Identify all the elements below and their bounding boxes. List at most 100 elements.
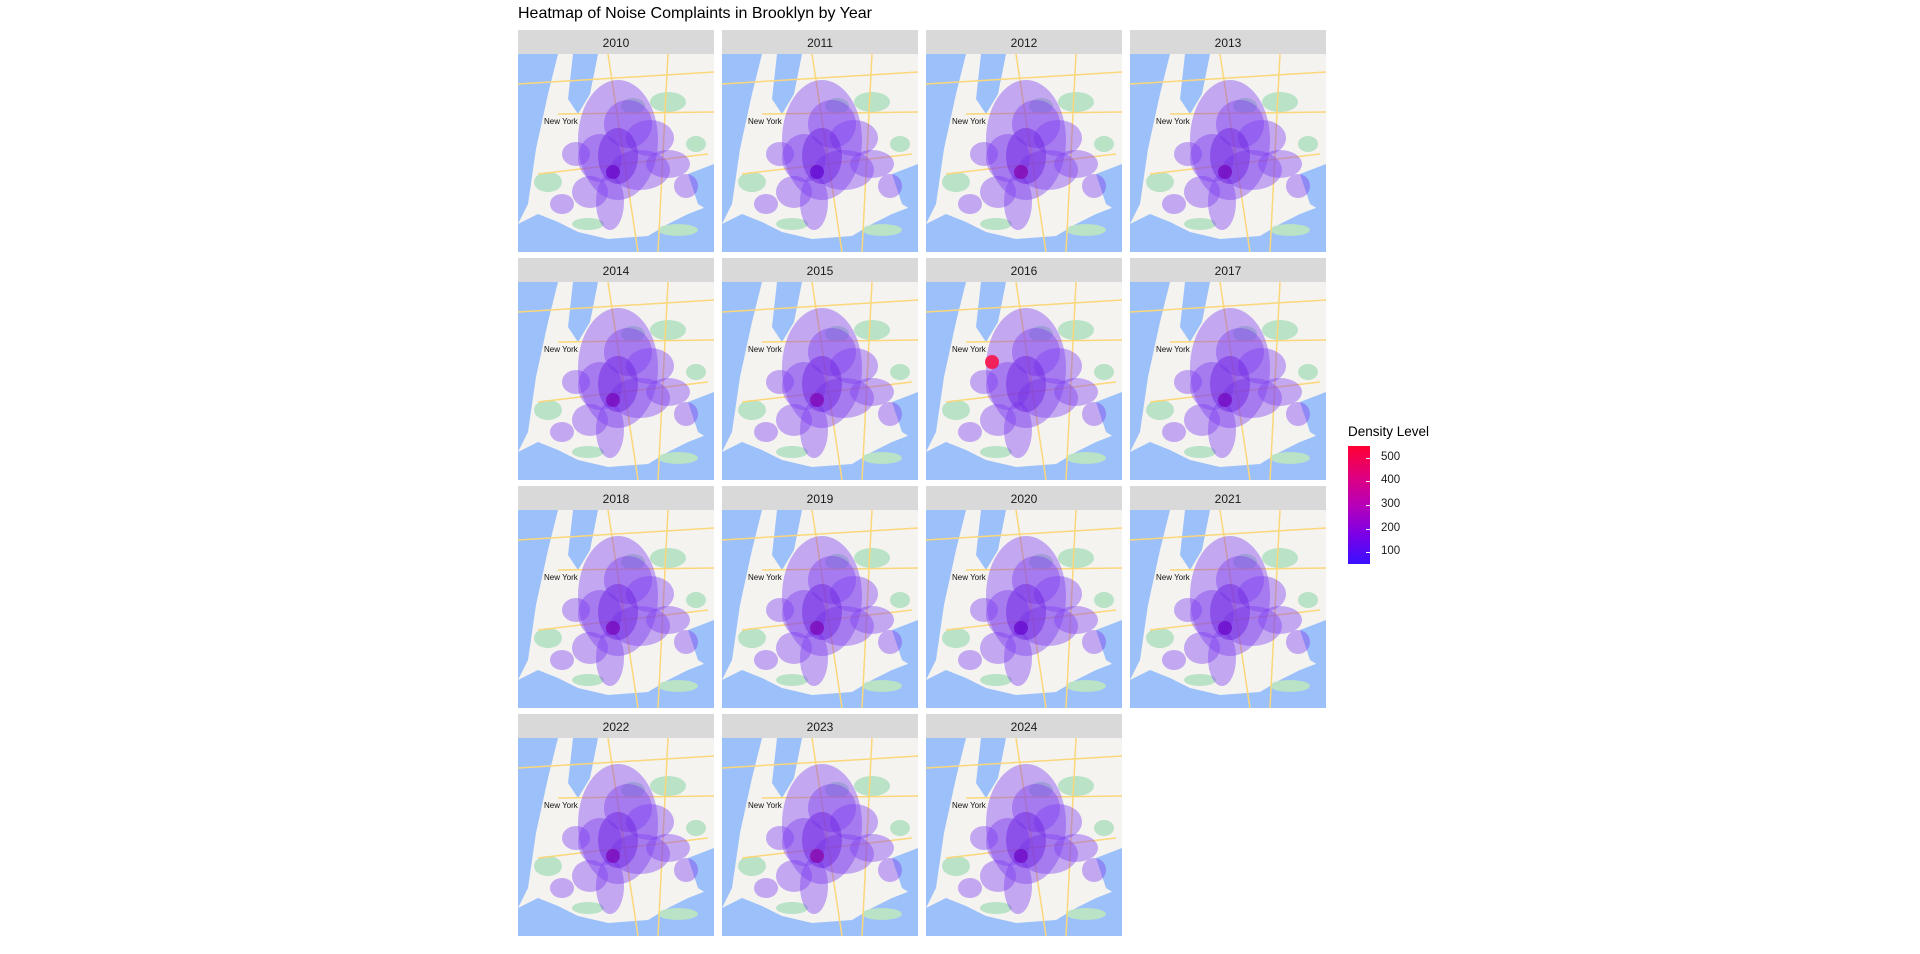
park: [621, 326, 645, 342]
road: [607, 282, 639, 480]
density-contour: [1258, 150, 1302, 178]
east-river: [1180, 54, 1210, 114]
park: [1029, 98, 1053, 114]
basemap-2013: New York: [1130, 54, 1326, 252]
lower-bay: [926, 888, 1122, 936]
density-contour: [1004, 174, 1032, 230]
legend-tick-label: 400: [1381, 474, 1401, 487]
park: [1146, 400, 1174, 420]
density-contour: [604, 556, 652, 604]
jamaica-bay: [1096, 848, 1122, 898]
road: [537, 609, 709, 631]
park: [572, 446, 604, 458]
density-contour: [1018, 606, 1078, 646]
park: [1298, 364, 1318, 380]
jamaica-bay: [1096, 620, 1122, 670]
density-contour: [596, 858, 624, 914]
map-city-label: New York: [952, 117, 987, 126]
density-contour: [646, 378, 690, 406]
map-city-label: New York: [952, 573, 987, 582]
basemap-2014: New York: [518, 282, 714, 480]
density-contour: [1208, 174, 1236, 230]
park: [854, 92, 890, 112]
park: [1058, 548, 1094, 568]
density-contour: [1216, 328, 1264, 376]
hudson-river: [518, 282, 558, 452]
park: [1233, 554, 1257, 570]
density-contour: [776, 176, 812, 208]
park: [572, 218, 604, 230]
density-contour: [1162, 194, 1186, 214]
legend-tick-mark: [1366, 481, 1371, 483]
lower-bay: [1130, 204, 1326, 252]
density-contour: [878, 402, 902, 426]
map-panel: New York: [722, 738, 918, 936]
density-contour: [808, 784, 856, 832]
park: [1066, 680, 1106, 692]
density-contour: [776, 860, 812, 892]
hudson-river: [722, 282, 762, 452]
park: [1184, 446, 1216, 458]
density-contour: [1034, 804, 1082, 840]
road: [1149, 609, 1321, 631]
density-contour: [626, 348, 674, 384]
road: [537, 381, 709, 403]
density-contour: [1286, 630, 1310, 654]
basemap-2010: New York: [518, 54, 714, 252]
density-contour: [1054, 150, 1098, 178]
park: [1184, 218, 1216, 230]
map-city-label: New York: [544, 345, 579, 354]
park: [572, 902, 604, 914]
density-layer: [550, 308, 698, 458]
east-river: [976, 282, 1006, 342]
road: [1015, 738, 1047, 936]
road: [1130, 527, 1326, 541]
density-contour: [958, 194, 982, 214]
road: [811, 510, 843, 708]
road: [1015, 510, 1047, 708]
density-contour: [814, 606, 874, 646]
density-legend: Density Level 100 200 300 400 500: [1348, 424, 1429, 564]
density-contour: [610, 378, 670, 418]
density-contour: [674, 630, 698, 654]
park: [1058, 320, 1094, 340]
road: [761, 795, 918, 799]
basemap-2022: New York: [518, 738, 714, 936]
park: [1298, 592, 1318, 608]
density-contour: [1174, 370, 1202, 394]
park: [534, 856, 562, 876]
park: [854, 776, 890, 796]
road: [811, 54, 843, 252]
density-contour: [1018, 834, 1078, 874]
legend-tick-label: 200: [1381, 521, 1401, 534]
road: [926, 527, 1122, 541]
density-contour: [1004, 858, 1032, 914]
density-contour: [1184, 176, 1220, 208]
density-contour: [830, 804, 878, 840]
park: [1233, 326, 1257, 342]
park: [686, 136, 706, 152]
park: [776, 902, 808, 914]
density-hotspot: [810, 621, 824, 635]
density-contour: [986, 80, 1066, 200]
map-panel: New York: [926, 282, 1122, 480]
density-layer: [550, 536, 698, 686]
hudson-river: [518, 738, 558, 908]
facet-panel-2024: 2024 New York: [926, 714, 1122, 936]
density-contour: [626, 576, 674, 612]
density-contour: [578, 536, 658, 656]
jamaica-bay: [892, 848, 918, 898]
density-contour: [1034, 120, 1082, 156]
density-layer: [1162, 308, 1310, 458]
legend-tick-mark: [1366, 505, 1371, 506]
density-contour: [604, 100, 652, 148]
park: [650, 92, 686, 112]
road: [1130, 71, 1326, 85]
density-contour: [782, 764, 862, 884]
park: [862, 452, 902, 464]
density-contour: [578, 308, 658, 428]
park: [1094, 136, 1114, 152]
road: [761, 111, 918, 115]
road: [965, 567, 1122, 571]
road: [722, 755, 918, 769]
